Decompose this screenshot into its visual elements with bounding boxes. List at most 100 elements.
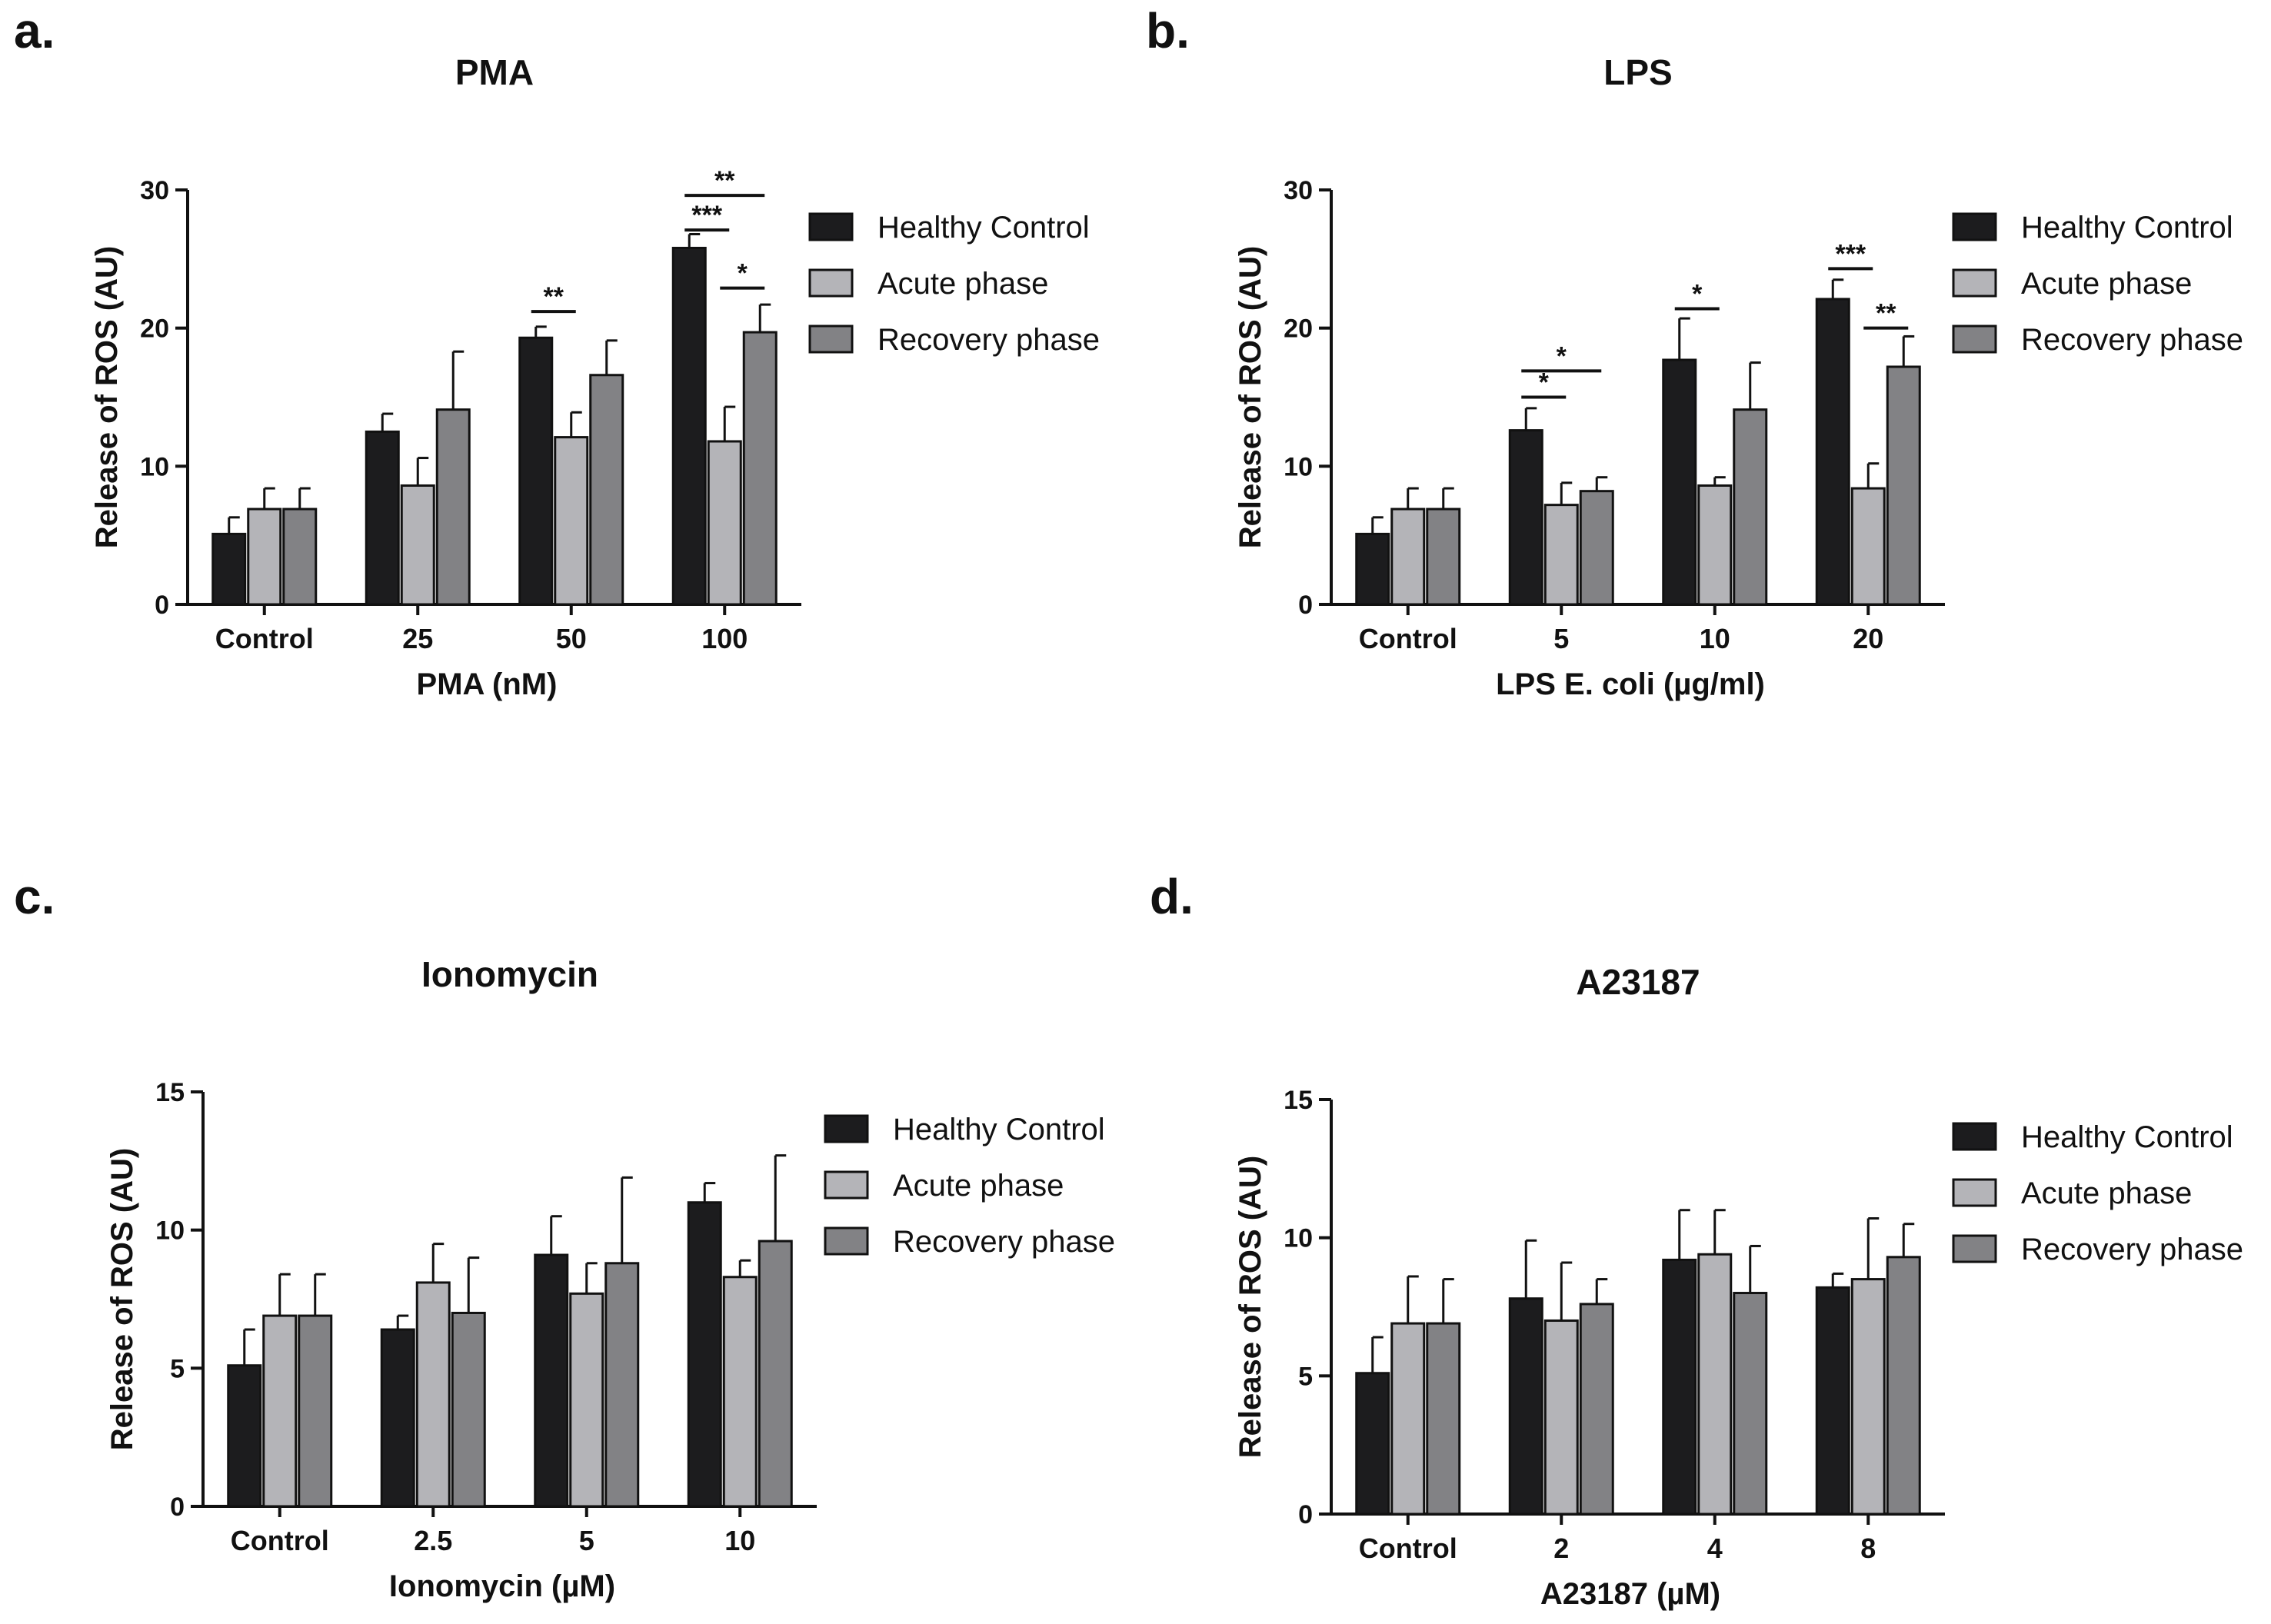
bar-recovery — [1886, 1256, 1921, 1516]
y-tick-label: 30 — [1284, 176, 1313, 205]
legend-swatch-acute — [808, 268, 854, 298]
x-axis-label: LPS E. coli (µg/ml) — [1496, 667, 1765, 701]
panel-letter: a. — [14, 3, 55, 58]
bar-acute — [1697, 1253, 1733, 1516]
bar-healthy — [518, 336, 554, 606]
x-tick-label: 5 — [579, 1525, 594, 1556]
bar-healthy — [534, 1253, 569, 1508]
x-axis-label: Ionomycin (µM) — [389, 1569, 615, 1603]
legend-swatch-recovery — [808, 324, 854, 354]
bar-acute — [1850, 487, 1886, 606]
bar-recovery — [1426, 1322, 1461, 1516]
significance-label: * — [1692, 280, 1703, 309]
bar-acute — [707, 440, 742, 606]
bar-recovery — [1733, 1292, 1768, 1516]
bar-healthy — [1662, 358, 1697, 606]
legend-label: Recovery phase — [2021, 323, 2243, 357]
bar-acute — [1390, 1322, 1426, 1516]
legend-swatch-acute — [824, 1170, 869, 1200]
x-tick-label: 50 — [556, 623, 587, 654]
bar-recovery — [1733, 408, 1768, 606]
bar-healthy — [1508, 429, 1543, 606]
x-tick-label: 20 — [1853, 623, 1883, 654]
y-tick-label: 10 — [1284, 1224, 1313, 1253]
y-tick-label: 5 — [1298, 1362, 1313, 1391]
x-axis-label: PMA (nM) — [417, 667, 558, 701]
legend-swatch-recovery — [1952, 1234, 1997, 1263]
legend-label: Acute phase — [2021, 1176, 2192, 1210]
bar-healthy — [1662, 1258, 1697, 1516]
bar-healthy — [1355, 532, 1390, 606]
x-axis-label: A23187 (µM) — [1540, 1577, 1720, 1611]
bar-recovery — [298, 1314, 333, 1508]
legend-label: Acute phase — [877, 267, 1048, 301]
y-tick-label: 0 — [170, 1493, 185, 1522]
legend-label: Acute phase — [2021, 267, 2192, 301]
x-tick-label: Control — [1359, 623, 1457, 654]
bar-acute — [569, 1292, 604, 1508]
y-axis-label: Release of ROS (AU) — [1234, 1156, 1267, 1458]
panel-letter: d. — [1150, 869, 1194, 924]
bar-healthy — [1508, 1297, 1543, 1516]
legend-swatch-healthy — [1952, 1122, 1997, 1151]
legend-swatch-healthy — [1952, 212, 1997, 241]
bar-acute — [1697, 484, 1733, 606]
y-tick-label: 10 — [140, 452, 169, 481]
bar-acute — [722, 1276, 758, 1508]
y-tick-label: 10 — [155, 1216, 185, 1246]
significance-label: * — [1557, 341, 1567, 371]
bar-acute — [1390, 508, 1426, 606]
bar-recovery — [435, 408, 471, 606]
bar-recovery — [758, 1240, 793, 1508]
legend-label: Recovery phase — [877, 323, 1100, 357]
bar-healthy — [1815, 298, 1850, 606]
bar-recovery — [742, 331, 778, 606]
bar-recovery — [604, 1262, 640, 1508]
y-tick-label: 20 — [1284, 314, 1313, 344]
chart-panel-c: Ionomycin 0 5 10 15 Control 2.5 5 10 Ionomycin (µ… — [105, 954, 1115, 1603]
legend-swatch-healthy — [824, 1114, 869, 1143]
chart-title: Ionomycin — [421, 954, 598, 994]
bar-recovery — [1579, 490, 1614, 606]
y-tick-label: 10 — [1284, 452, 1313, 481]
bar-recovery — [1426, 508, 1461, 606]
bar-recovery — [589, 374, 624, 606]
legend-swatch-recovery — [1952, 324, 1997, 354]
significance-label: ** — [1876, 299, 1896, 328]
y-tick-label: 30 — [140, 176, 169, 205]
bar-recovery — [1886, 365, 1921, 606]
y-axis-label: Release of ROS (AU) — [105, 1148, 139, 1450]
bar-healthy — [1355, 1372, 1390, 1516]
x-tick-label: Control — [215, 623, 314, 654]
bar-healthy — [687, 1201, 722, 1508]
legend-label: Recovery phase — [893, 1225, 1115, 1259]
legend-label: Healthy Control — [893, 1113, 1105, 1146]
significance-label: * — [1539, 368, 1550, 398]
bar-healthy — [671, 246, 707, 606]
chart-panel-a: PMA 0 10 20 30 Control 25 50 100 PMA (nM) Release … — [90, 52, 1100, 701]
bar-healthy — [380, 1328, 415, 1508]
x-tick-label: Control — [1359, 1532, 1457, 1564]
x-tick-label: 10 — [1700, 623, 1730, 654]
y-tick-label: 15 — [1284, 1086, 1313, 1115]
legend-swatch-acute — [1952, 1178, 1997, 1207]
y-axis-label: Release of ROS (AU) — [90, 246, 124, 548]
x-tick-label: 8 — [1860, 1532, 1876, 1564]
significance-label: ** — [544, 282, 564, 311]
legend-swatch-acute — [1952, 268, 1997, 298]
legend-swatch-recovery — [824, 1226, 869, 1256]
panel-letter: b. — [1146, 3, 1190, 58]
bar-acute — [1543, 1319, 1579, 1516]
y-tick-label: 20 — [140, 314, 169, 344]
bar-healthy — [1815, 1286, 1850, 1516]
legend-label: Acute phase — [893, 1169, 1064, 1203]
y-tick-label: 5 — [170, 1354, 185, 1383]
y-axis-label: Release of ROS (AU) — [1234, 246, 1267, 548]
bar-acute — [262, 1314, 298, 1508]
legend-label: Healthy Control — [2021, 211, 2233, 245]
bar-acute — [1850, 1278, 1886, 1516]
x-tick-label: 25 — [402, 623, 433, 654]
legend-label: Healthy Control — [877, 211, 1090, 245]
bar-healthy — [365, 430, 400, 606]
